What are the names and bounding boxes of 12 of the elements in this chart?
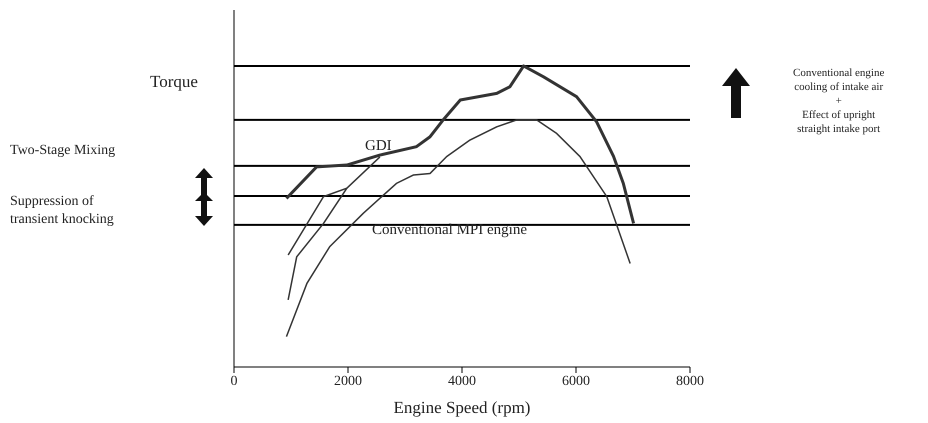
y-axis-title: Torque bbox=[150, 72, 198, 92]
x-tick-label: 4000 bbox=[448, 374, 476, 389]
x-axis-title: Engine Speed (rpm) bbox=[394, 398, 530, 417]
x-tick-label: 2000 bbox=[334, 374, 362, 389]
series-label: Conventional MPI engine bbox=[372, 222, 527, 239]
x-tick-label: 8000 bbox=[676, 374, 704, 389]
text: Two-Stage Mixing bbox=[10, 142, 116, 160]
series-label: GDI bbox=[365, 138, 392, 155]
x-tick-label: 0 bbox=[230, 374, 238, 389]
text: Conventional engine cooling of intake air + Effect of upright straight intake port bbox=[793, 66, 884, 136]
text: Suppression of transient knocking bbox=[10, 193, 114, 229]
x-tick-label: 6000 bbox=[562, 374, 590, 389]
